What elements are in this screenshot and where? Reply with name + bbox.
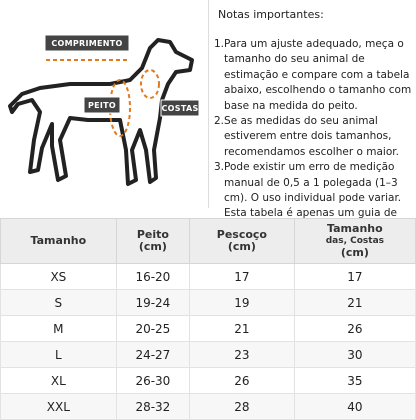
table-cell: XL [0, 367, 117, 394]
table-cell: 30 [293, 341, 416, 368]
table-row: L 24-27 23 30 [0, 341, 416, 368]
table-cell: 21 [189, 315, 295, 342]
neck-measure [140, 69, 160, 99]
note-text: Para um ajuste adequado, meça o tamanho … [224, 38, 412, 112]
table-cell: 26-30 [115, 367, 191, 394]
table-cell: 21 [293, 289, 416, 316]
header-cell: Peito (cm) [115, 218, 191, 264]
header-line: Pescoço [216, 228, 267, 241]
header-cell: Tamanho [0, 218, 117, 264]
table-row: M 20-25 21 26 [0, 315, 416, 342]
header-row: Tamanho Peito (cm) Pescoço (cm) Tamanho das, C… [0, 218, 416, 264]
length-label-box [44, 34, 130, 52]
table-cell: 17 [293, 263, 416, 290]
header-line: Tamanho [327, 222, 383, 235]
table-row: S 19-24 19 21 [0, 289, 416, 316]
table-cell: 17 [189, 263, 295, 290]
size-table: Tamanho Peito (cm) Pescoço (cm) Tamanho das, C… [0, 218, 416, 420]
notes-list: 1. Para um ajuste adequado, meça o tamanh… [214, 37, 414, 237]
note-number: 3. [214, 161, 225, 174]
header-line: (cm) [138, 240, 167, 253]
table-cell: XS [0, 263, 117, 290]
header-line: Peito [136, 228, 169, 241]
note-number: 2. [214, 115, 225, 128]
dog-outline [8, 38, 194, 186]
length-label: COMPRIMENTO [51, 39, 122, 48]
table-body: XS 16-20 17 17 S 19-24 19 21 M 20-25 21 26 L 24-27 23 3… [0, 263, 416, 420]
table-cell: 20-25 [115, 315, 191, 342]
notes: Notas importantes: 1. Para um ajuste adeq… [208, 0, 415, 235]
table-row: XS 16-20 17 17 [0, 263, 416, 290]
table-cell: 19-24 [115, 289, 191, 316]
header-line: (cm) [340, 246, 369, 259]
table-cell: L [0, 341, 117, 368]
note: 1. Para um ajuste adequado, meça o tamanh… [214, 37, 414, 114]
table-cell: 35 [293, 367, 416, 394]
table-row: XL 26-30 26 35 [0, 367, 416, 394]
note-text: Se as medidas do seu animal estiverem en… [224, 115, 399, 158]
table-cell: 24-27 [115, 341, 191, 368]
table-cell: 19 [189, 289, 295, 316]
table-cell: 26 [189, 367, 295, 394]
table-cell: M [0, 315, 117, 342]
note: 2. Se as medidas do seu animal estiverem … [214, 114, 414, 160]
header-cell: Pescoço (cm) [189, 218, 295, 264]
dog-illustration: COMPRIMENTO PEITO COSTAS [8, 34, 200, 186]
note-number: 1. [214, 38, 225, 50]
chest-measure [109, 79, 131, 137]
table-cell: 26 [293, 315, 416, 342]
notes-title: Notas importantes: [218, 8, 324, 21]
table-cell: 23 [189, 341, 295, 368]
back-label-box [160, 99, 200, 117]
header-line: (cm) [227, 240, 256, 253]
chest-label-box [83, 96, 121, 114]
chest-label: PEITO [88, 101, 116, 110]
table-cell: S [0, 289, 117, 316]
table-cell: 16-20 [115, 263, 191, 290]
back-label: COSTAS [161, 104, 198, 113]
header-line: Tamanho [30, 234, 87, 247]
header-cell: Tamanho das, Costas (cm) [293, 218, 416, 264]
header-line: das, Costas [325, 236, 385, 246]
